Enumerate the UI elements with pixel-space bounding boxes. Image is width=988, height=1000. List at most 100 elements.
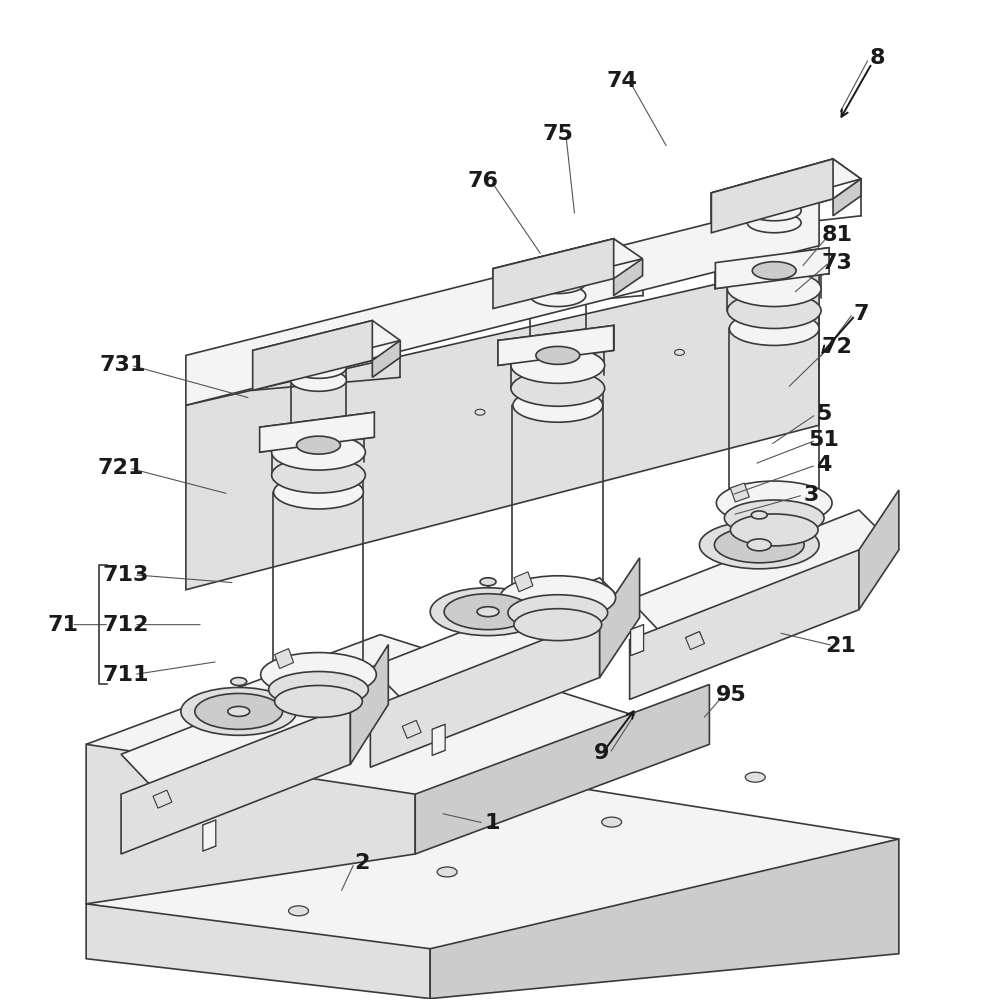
Text: 51: 51 xyxy=(808,430,840,450)
Polygon shape xyxy=(629,510,899,640)
Text: 95: 95 xyxy=(716,685,747,705)
Ellipse shape xyxy=(480,578,496,586)
Ellipse shape xyxy=(747,201,801,221)
Text: 1: 1 xyxy=(484,813,500,833)
Polygon shape xyxy=(186,261,819,590)
Ellipse shape xyxy=(752,262,796,280)
Polygon shape xyxy=(430,839,899,999)
Text: 73: 73 xyxy=(822,253,853,273)
Ellipse shape xyxy=(727,293,821,328)
Polygon shape xyxy=(514,572,533,592)
Polygon shape xyxy=(629,550,859,699)
Ellipse shape xyxy=(729,312,819,345)
Text: 713: 713 xyxy=(103,565,149,585)
Polygon shape xyxy=(493,239,614,309)
Polygon shape xyxy=(600,558,639,677)
Ellipse shape xyxy=(475,409,485,415)
Polygon shape xyxy=(260,412,374,452)
Ellipse shape xyxy=(290,369,347,391)
Ellipse shape xyxy=(535,346,580,364)
Ellipse shape xyxy=(602,817,621,827)
Ellipse shape xyxy=(272,434,366,470)
Ellipse shape xyxy=(269,672,369,707)
Ellipse shape xyxy=(530,272,586,294)
Text: 74: 74 xyxy=(607,71,637,91)
Text: 9: 9 xyxy=(594,743,610,763)
Text: 5: 5 xyxy=(816,404,832,424)
Polygon shape xyxy=(86,784,899,959)
Polygon shape xyxy=(711,159,861,213)
Ellipse shape xyxy=(530,285,586,307)
Text: 2: 2 xyxy=(355,853,370,873)
Text: 721: 721 xyxy=(98,458,144,478)
Ellipse shape xyxy=(445,594,532,630)
Ellipse shape xyxy=(477,607,499,617)
Ellipse shape xyxy=(716,481,832,525)
Polygon shape xyxy=(614,259,642,296)
Ellipse shape xyxy=(274,475,364,509)
Polygon shape xyxy=(86,744,415,904)
Text: 76: 76 xyxy=(467,171,499,191)
Text: 8: 8 xyxy=(869,48,884,68)
Polygon shape xyxy=(715,248,829,289)
Polygon shape xyxy=(186,196,819,405)
Text: 731: 731 xyxy=(100,355,146,375)
Polygon shape xyxy=(86,635,709,849)
Text: 81: 81 xyxy=(822,225,853,245)
Polygon shape xyxy=(253,321,372,390)
Ellipse shape xyxy=(508,595,608,631)
Ellipse shape xyxy=(430,588,545,636)
Polygon shape xyxy=(253,321,400,370)
Polygon shape xyxy=(833,179,861,216)
Ellipse shape xyxy=(727,271,821,307)
Polygon shape xyxy=(275,649,293,669)
Polygon shape xyxy=(86,904,430,999)
Polygon shape xyxy=(498,325,614,365)
Ellipse shape xyxy=(437,867,457,877)
Ellipse shape xyxy=(747,213,801,233)
Polygon shape xyxy=(493,239,642,289)
Ellipse shape xyxy=(511,347,605,383)
Text: 72: 72 xyxy=(822,337,853,357)
Polygon shape xyxy=(370,618,600,767)
Ellipse shape xyxy=(514,609,602,641)
Polygon shape xyxy=(630,625,643,656)
Text: 71: 71 xyxy=(47,615,79,635)
Text: 75: 75 xyxy=(542,124,573,144)
Polygon shape xyxy=(122,704,351,854)
Ellipse shape xyxy=(288,906,308,916)
Ellipse shape xyxy=(724,500,824,536)
Ellipse shape xyxy=(747,539,772,551)
Ellipse shape xyxy=(275,685,363,717)
Text: 21: 21 xyxy=(826,636,857,656)
Polygon shape xyxy=(122,665,388,794)
Text: 3: 3 xyxy=(803,485,819,505)
Ellipse shape xyxy=(700,521,819,569)
Polygon shape xyxy=(402,720,421,738)
Text: 4: 4 xyxy=(816,455,832,475)
Ellipse shape xyxy=(181,687,296,735)
Ellipse shape xyxy=(228,706,250,716)
Polygon shape xyxy=(370,578,639,707)
Ellipse shape xyxy=(513,388,603,422)
Text: 712: 712 xyxy=(103,615,149,635)
Ellipse shape xyxy=(751,511,768,519)
Polygon shape xyxy=(432,724,446,755)
Polygon shape xyxy=(859,490,899,610)
Polygon shape xyxy=(351,645,388,764)
Ellipse shape xyxy=(511,370,605,406)
Ellipse shape xyxy=(745,772,766,782)
Text: 7: 7 xyxy=(854,304,868,324)
Ellipse shape xyxy=(730,514,818,546)
Ellipse shape xyxy=(714,527,804,563)
Polygon shape xyxy=(203,820,215,851)
Polygon shape xyxy=(711,159,833,233)
Ellipse shape xyxy=(290,356,347,378)
Polygon shape xyxy=(686,632,704,650)
Ellipse shape xyxy=(261,653,376,696)
Polygon shape xyxy=(730,483,749,502)
Polygon shape xyxy=(372,340,400,377)
Ellipse shape xyxy=(296,436,341,454)
Polygon shape xyxy=(153,790,172,808)
Polygon shape xyxy=(415,684,709,854)
